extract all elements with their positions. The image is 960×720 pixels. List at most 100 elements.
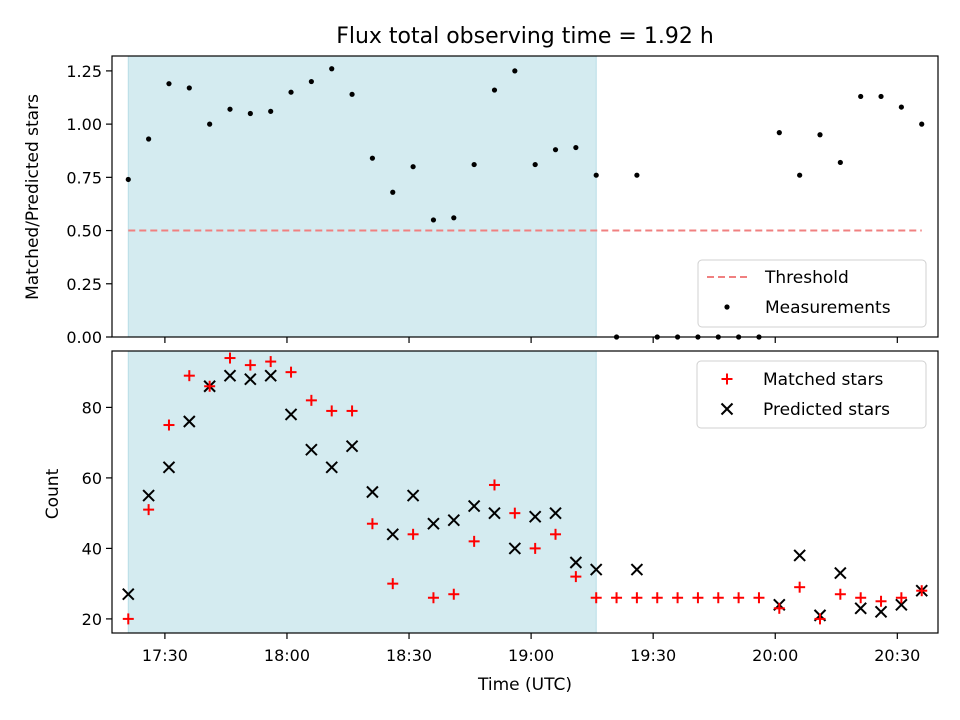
- matched-star-point: [631, 592, 643, 604]
- matched-star-point: [163, 419, 175, 431]
- predicted-star-point: [366, 485, 379, 499]
- predicted-star-point: [142, 489, 155, 502]
- ratio-y-tick-label: 0.25: [66, 275, 102, 294]
- ratio-y-tick-label: 0.00: [66, 328, 102, 347]
- measurement-point: [898, 104, 904, 110]
- matched-star-point: [916, 585, 928, 597]
- count-y-tick-label: 80: [82, 398, 102, 417]
- count-y-tick-label: 20: [82, 610, 102, 629]
- measurement-point: [878, 93, 884, 100]
- matched-star-point: [305, 394, 317, 406]
- predicted-star-point: [406, 489, 420, 502]
- measurement-point: [166, 81, 172, 87]
- legend-measurements-label: Measurements: [765, 298, 891, 318]
- legend-threshold-label: Threshold: [764, 268, 849, 288]
- ratio-y-tick-label: 1.25: [66, 62, 102, 81]
- predicted-star-point: [244, 372, 257, 386]
- x-tick-label: 20:30: [874, 646, 920, 665]
- matched-star-point: [285, 366, 297, 378]
- predicted-star-point: [345, 439, 359, 453]
- measurement-point: [593, 172, 599, 178]
- matched-star-point: [204, 380, 216, 392]
- matched-star-point: [753, 592, 765, 604]
- ratio-y-tick-label: 0.75: [66, 168, 102, 187]
- matched-star-point: [550, 528, 562, 540]
- measurement-point: [797, 172, 803, 178]
- measurement-point: [776, 130, 782, 136]
- predicted-star-point: [630, 563, 644, 576]
- measurement-point: [837, 159, 843, 166]
- ratio-panel: 0.00 0.25 0.50 0.75 1.00 1.25 Flux total obse…: [23, 24, 939, 347]
- count-y-axis-label: Count: [43, 468, 63, 519]
- measurement-point: [532, 161, 538, 168]
- measurement-point: [369, 155, 376, 161]
- measurement-point: [227, 106, 233, 112]
- measurement-point: [329, 66, 335, 72]
- matched-star-point: [672, 592, 684, 604]
- matched-star-point: [346, 405, 358, 417]
- matched-star-point: [814, 613, 826, 625]
- matched-star-point: [590, 592, 602, 604]
- measurement-point: [471, 161, 477, 168]
- legend-matched-swatch: [721, 373, 733, 385]
- matched-star-point: [651, 592, 663, 604]
- predicted-star-point: [122, 588, 135, 601]
- matched-star-point: [794, 581, 806, 593]
- predicted-star-point: [895, 598, 908, 612]
- matched-star-point: [265, 356, 277, 368]
- count-legend: Matched stars Predicted stars: [696, 360, 927, 429]
- matched-star-point: [488, 479, 500, 491]
- legend-x-marker: [720, 402, 734, 416]
- x-tick-label: 19:30: [630, 646, 676, 665]
- measurement-point: [288, 89, 294, 95]
- measurement-point: [858, 93, 864, 100]
- matched-star-point: [611, 592, 623, 604]
- measurement-point: [573, 144, 579, 151]
- x-tick-label: 18:30: [386, 646, 432, 665]
- x-tick-label: 18:00: [264, 646, 310, 665]
- measurement-point: [552, 147, 559, 153]
- x-axis-label: Time (UTC): [477, 675, 572, 695]
- matched-star-point: [895, 592, 907, 604]
- predicted-star-point: [264, 369, 277, 382]
- predicted-star-point: [467, 499, 481, 513]
- matched-star-point: [692, 592, 704, 604]
- measurement-point: [410, 164, 416, 170]
- predicted-star-point: [183, 415, 196, 428]
- measurement-point: [308, 78, 314, 85]
- x-tick-label: 19:00: [508, 646, 554, 665]
- count-panel: 20 40 60 80 17:30 18:00 18:30 19:00 19:30 20:00 2…: [43, 350, 939, 695]
- count-y-tick-label: 40: [82, 539, 102, 558]
- measurement-point: [207, 121, 213, 127]
- predicted-star-point: [834, 566, 847, 580]
- ratio-y-axis-label: Matched/Predicted stars: [23, 94, 43, 300]
- legend-predicted-swatch: [720, 402, 734, 416]
- predicted-star-point: [386, 528, 399, 541]
- legend-matched-label: Matched stars: [763, 370, 883, 390]
- matched-star-point: [244, 359, 256, 371]
- predicted-star-point: [874, 605, 888, 619]
- measurement-point: [268, 108, 274, 114]
- matched-star-point: [448, 588, 460, 600]
- matched-star-point: [773, 602, 785, 614]
- measurement-point: [430, 217, 437, 223]
- ratio-legend: Threshold Measurements: [697, 259, 927, 328]
- predicted-star-point: [447, 513, 461, 527]
- count-axes-frame: [111, 350, 939, 634]
- legend-plus-marker: [721, 373, 733, 385]
- measurement-point: [390, 189, 396, 195]
- measurement-point: [451, 215, 457, 221]
- x-tick-label: 17:30: [142, 646, 188, 665]
- measurement-point: [634, 172, 640, 178]
- matched-star-point: [387, 578, 399, 590]
- count-shaded-interval: [127, 350, 597, 634]
- predicted-star-point: [569, 556, 583, 569]
- matched-star-point: [122, 613, 134, 625]
- matched-star-point: [855, 592, 867, 604]
- matched-star-point: [570, 571, 582, 583]
- predicted-star-point: [284, 408, 298, 421]
- measurement-point: [125, 176, 131, 183]
- measurement-point: [247, 110, 253, 117]
- measurement-point: [491, 87, 498, 93]
- predicted-star-point: [427, 517, 440, 530]
